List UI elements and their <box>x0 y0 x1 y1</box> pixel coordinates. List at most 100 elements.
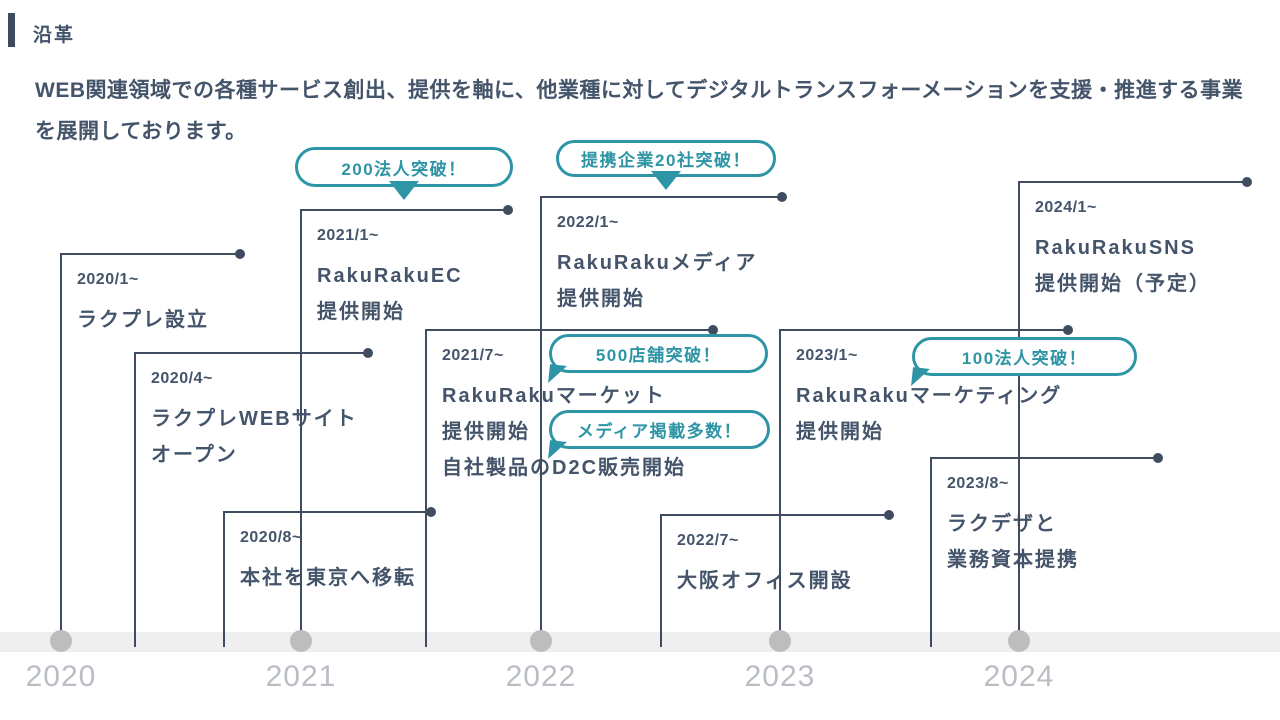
milestone-label: ラクプレ設立 <box>77 309 209 331</box>
milestone-end-dot <box>1242 177 1252 187</box>
milestone-connector-line <box>779 330 781 647</box>
milestone-connector-line <box>1018 182 1020 647</box>
milestone-label: RakuRakuSNS <box>1035 237 1196 259</box>
milestone-label: 提供開始 <box>442 421 530 443</box>
milestone-end-dot <box>1063 325 1073 335</box>
milestone-date: 2023/8~ <box>947 475 1009 492</box>
speech-tail-icon <box>548 364 567 385</box>
milestone-badge: 提携企業20社突破！ <box>556 140 776 190</box>
milestone-date: 2021/7~ <box>442 347 504 364</box>
speech-tail-icon <box>651 171 681 190</box>
milestone-connector-line <box>223 512 225 647</box>
milestone-label: 自社製品のD2C販売開始 <box>442 457 687 479</box>
speech-tail-icon <box>548 440 567 461</box>
milestone-end-dot <box>363 348 373 358</box>
milestone-connector-line <box>930 458 932 647</box>
milestone-label: RakuRakuEC <box>317 265 463 287</box>
year-label: 2020 <box>25 660 97 693</box>
year-dot <box>290 630 312 652</box>
milestone-end-dot <box>426 507 436 517</box>
milestone-date: 2020/1~ <box>77 271 139 288</box>
milestone-date: 2023/1~ <box>796 347 858 364</box>
milestone-date: 2022/1~ <box>557 214 619 231</box>
year-dot <box>769 630 791 652</box>
milestone-label: RakuRakuメディア <box>557 252 758 274</box>
milestone-text: 2022/1~ RakuRakuメディア 提供開始 <box>557 213 757 317</box>
milestone-text: 2022/7~ 大阪オフィス開設 <box>677 531 853 599</box>
badge-label: 100法人突破！ <box>961 349 1088 368</box>
milestone-badge: 200法人突破！ <box>295 147 513 200</box>
milestone-badge: メディア掲載多数！ <box>548 410 770 461</box>
year-label: 2023 <box>744 660 816 693</box>
milestone-bar-line <box>540 196 781 198</box>
milestone-bar-line <box>300 209 507 211</box>
milestone-bar-line <box>779 329 1067 331</box>
badge-label: 200法人突破！ <box>341 159 467 179</box>
milestone-text: 2021/7~ RakuRakuマーケット 提供開始自社製品のD2C販売開始 <box>442 346 686 486</box>
badge-label: メディア掲載多数！ <box>576 422 743 441</box>
milestone-connector-line <box>134 353 136 647</box>
milestone-end-dot <box>1153 453 1163 463</box>
year-dot <box>1008 630 1030 652</box>
milestone-label: 提供開始 <box>317 301 405 323</box>
milestone-text: 2023/1~ RakuRakuマーケティング 提供開始 <box>796 346 1062 450</box>
milestone-connector-line <box>60 254 62 647</box>
milestone-date: 2020/4~ <box>151 370 213 387</box>
milestone-label: ラクデザと <box>947 513 1057 535</box>
milestone-bar-line <box>930 457 1157 459</box>
milestone-label: 提供開始 <box>796 421 884 443</box>
milestone-bar-line <box>1018 181 1246 183</box>
milestone-text: 2024/1~ RakuRakuSNS 提供開始（予定） <box>1035 198 1211 302</box>
badge-label: 500店舗突破！ <box>595 346 722 365</box>
milestone-connector-line <box>540 197 542 647</box>
milestone-text: 2021/1~ RakuRakuEC 提供開始 <box>317 226 463 330</box>
intro-line: を展開しております。 <box>35 120 247 143</box>
milestone-end-dot <box>235 249 245 259</box>
year-label: 2024 <box>983 660 1055 693</box>
milestone-label: 提供開始 <box>557 288 645 310</box>
milestone-date: 2020/8~ <box>240 529 302 546</box>
milestone-text: 2020/8~ 本社を東京へ移転 <box>240 528 416 596</box>
milestone-label: RakuRakuマーケット <box>442 385 666 407</box>
speech-tail-icon <box>911 367 930 388</box>
milestone-badge: 100法人突破！ <box>911 337 1137 388</box>
milestone-label: ラクプレWEBサイト <box>151 408 358 430</box>
milestone-end-dot <box>503 205 513 215</box>
milestone-connector-line <box>425 330 427 647</box>
milestone-bar-line <box>60 253 239 255</box>
milestone-label: オープン <box>151 444 238 466</box>
milestone-text: 2020/1~ ラクプレ設立 <box>77 270 209 338</box>
milestone-label: 提供開始（予定） <box>1035 273 1211 295</box>
intro-text: WEB関連領域での各種サービス創出、提供を軸に、他業種に対してデジタルトランスフ… <box>35 70 1243 152</box>
milestone-end-dot <box>777 192 787 202</box>
milestone-end-dot <box>884 510 894 520</box>
milestone-label: 業務資本提携 <box>947 549 1079 571</box>
milestone-connector-line <box>660 515 662 647</box>
milestone-text: 2023/8~ ラクデザと業務資本提携 <box>947 474 1079 578</box>
page-title: 沿革 <box>33 25 76 46</box>
milestone-bar-line <box>660 514 888 516</box>
milestone-label: 本社を東京へ移転 <box>240 567 416 589</box>
milestone-bar-line <box>425 329 712 331</box>
heading-accent-bar <box>8 13 15 47</box>
milestone-date: 2022/7~ <box>677 532 739 549</box>
milestone-badge: 500店舗突破！ <box>548 334 768 385</box>
year-dot <box>50 630 72 652</box>
milestone-bar-line <box>134 352 367 354</box>
timeline-band <box>0 632 1280 652</box>
badge-label: 提携企業20社突破！ <box>581 151 751 170</box>
milestone-label: 大阪オフィス開設 <box>677 570 853 592</box>
milestone-connector-line <box>300 210 302 647</box>
milestone-bar-line <box>223 511 430 513</box>
year-label: 2021 <box>265 660 337 693</box>
milestone-text: 2020/4~ ラクプレWEBサイト オープン <box>151 369 358 473</box>
milestone-date: 2021/1~ <box>317 227 379 244</box>
milestone-label: RakuRakuマーケティング <box>796 385 1063 407</box>
year-label: 2022 <box>505 660 577 693</box>
milestone-date: 2024/1~ <box>1035 199 1097 216</box>
milestone-end-dot <box>708 325 718 335</box>
intro-line: WEB関連領域での各種サービス創出、提供を軸に、他業種に対してデジタルトランスフ… <box>35 79 1244 102</box>
year-dot <box>530 630 552 652</box>
speech-tail-icon <box>389 181 419 200</box>
